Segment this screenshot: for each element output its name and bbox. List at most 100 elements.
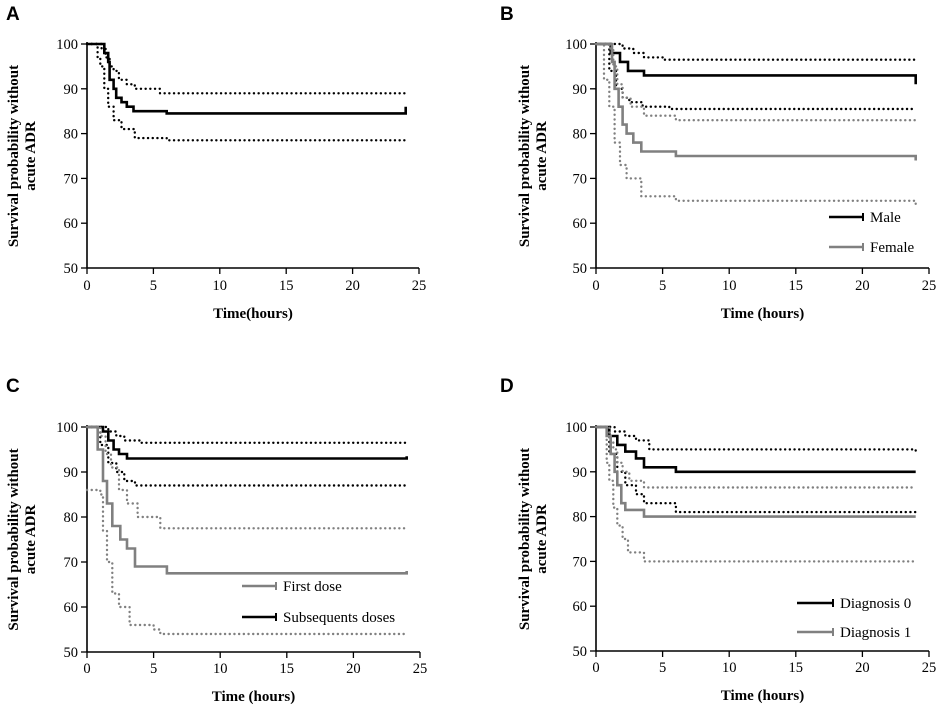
chart-c-x-tick-label: 10	[213, 661, 228, 677]
chart-b-series-male-upper-ci	[594, 42, 917, 61]
chart-d-y-axis-title-line: acute ADR	[534, 504, 550, 574]
chart-c-y-axis-title-line: acute ADR	[23, 505, 39, 575]
chart-d-y-axis-title-line: Survival probability without	[517, 448, 533, 630]
chart-a-series-overall	[87, 42, 407, 115]
chart-c-panel-letter: C	[6, 376, 20, 397]
chart-d-y-tick-label: 60	[573, 599, 588, 615]
chart-c-y-tick-label: 50	[64, 645, 79, 661]
chart-b-y-tick-label: 90	[573, 82, 588, 98]
chart-c-series-subsequents-doses-upper-ci	[85, 425, 408, 444]
chart-a-x-tick-label: 25	[412, 278, 427, 294]
chart-b-series-male	[596, 42, 917, 85]
chart-c-x-tick-label: 20	[346, 661, 361, 677]
chart-a-y-tick-label: 80	[64, 127, 79, 143]
chart-d-series-diagnosis-1	[596, 425, 916, 518]
chart-b-legend-label: Female	[870, 240, 914, 256]
chart-b-x-axis-title: Time (hours)	[721, 306, 804, 322]
chart-c-legend-label: First dose	[283, 579, 342, 595]
chart-d-x-tick-label: 25	[922, 660, 937, 676]
chart-c-series-first-dose-upper-ci	[85, 425, 408, 530]
chart-b-panel-letter: B	[500, 4, 514, 25]
chart-b-x-tick-label: 25	[922, 278, 937, 294]
chart-a-y-tick-label: 100	[56, 37, 78, 53]
chart-b-x-tick-label: 20	[855, 278, 870, 294]
chart-c-x-tick-label: 25	[413, 661, 428, 677]
chart-b-y-axis-title: Survival probability withoutacute ADR	[517, 65, 550, 247]
chart-c-y-axis-title: Survival probability withoutacute ADR	[6, 448, 39, 630]
chart-d-y-tick-label: 80	[573, 510, 588, 526]
chart-d-series-diagnosis-1-upper-ci	[594, 425, 917, 489]
chart-c-series-subsequents-doses-lower-ci	[85, 425, 408, 487]
chart-a-x-tick-label: 5	[150, 278, 157, 294]
chart-c-legend-label: Subsequents doses	[283, 610, 395, 626]
chart-c-y-tick-label: 100	[56, 420, 78, 436]
chart-d-x-tick-label: 5	[659, 660, 666, 676]
chart-a-y-axis-title-line: acute ADR	[23, 121, 39, 191]
chart-d-y-tick-label: 70	[573, 554, 588, 570]
chart-d-x-tick-label: 15	[789, 660, 804, 676]
chart-a-x-tick-label: 15	[279, 278, 294, 294]
chart-d-series-diagnosis-0-upper-ci	[594, 425, 917, 453]
chart-d: D 50 60 70 80 90 100 0 5 10 15 20 25 Time (hours) Surv…	[500, 376, 936, 704]
chart-b-y-tick-label: 50	[573, 261, 588, 277]
chart-d-panel-letter: D	[500, 376, 514, 397]
chart-b-series-female-lower-ci	[594, 42, 917, 207]
chart-c-y-tick-label: 80	[64, 510, 79, 526]
chart-b-x-tick-label: 10	[722, 278, 737, 294]
chart-c-x-tick-label: 0	[83, 661, 90, 677]
chart-d-x-tick-label: 0	[592, 660, 599, 676]
chart-b-y-tick-label: 70	[573, 171, 588, 187]
chart-a-y-tick-label: 60	[64, 216, 79, 232]
chart-c-y-tick-label: 70	[64, 555, 79, 571]
chart-d-legend: Diagnosis 0 Diagnosis 1	[797, 596, 911, 641]
chart-a-y-axis-title-line: Survival probability without	[6, 65, 22, 247]
chart-a-y-tick-label: 50	[64, 261, 79, 277]
chart-b-x-tick-label: 5	[659, 278, 666, 294]
chart-a-panel-letter: A	[6, 4, 20, 25]
chart-a: A 50 60 70 80 90 100 0 5 10 15 20 25 Time(hours) Survi…	[6, 4, 426, 322]
chart-a-x-tick-label: 0	[83, 278, 90, 294]
chart-b-y-tick-label: 60	[573, 216, 588, 232]
chart-a-y-tick-label: 90	[64, 82, 79, 98]
chart-d-y-axis-title: Survival probability withoutacute ADR	[517, 448, 550, 630]
chart-c-legend: First dose Subsequents doses	[242, 579, 395, 626]
chart-a-x-axis-title: Time(hours)	[213, 306, 293, 322]
chart-c-series-first-dose-lower-ci	[85, 488, 408, 636]
chart-d-series-diagnosis-1-lower-ci	[594, 425, 917, 563]
chart-a-x-tick-label: 20	[345, 278, 360, 294]
chart-d-series-diagnosis-0	[596, 425, 916, 474]
chart-a-series-overall-upper-ci	[85, 42, 407, 95]
chart-b-y-axis-title-line: Survival probability without	[517, 65, 533, 247]
chart-c-x-axis-title: Time (hours)	[212, 689, 295, 705]
chart-d-y-tick-label: 90	[573, 465, 588, 481]
chart-c-x-tick-label: 15	[280, 661, 295, 677]
chart-c-x-tick-label: 5	[150, 661, 157, 677]
chart-b: B 50 60 70 80 90 100 0 5 10 15 20 25 Time (hours) Surv…	[500, 4, 936, 322]
chart-c-y-axis-title-line: Survival probability without	[6, 448, 22, 630]
chart-b-series-female	[596, 42, 917, 161]
chart-d-x-tick-label: 10	[722, 660, 737, 676]
chart-a-series-overall-lower-ci	[85, 42, 407, 142]
chart-c: C 50 60 70 80 90 100 0 5 10 15 20 25 Time (hours) Surv…	[6, 376, 427, 705]
chart-a-y-tick-label: 70	[64, 171, 79, 187]
chart-b-y-tick-label: 100	[565, 37, 587, 53]
chart-b-x-tick-label: 15	[789, 278, 804, 294]
chart-d-x-tick-label: 20	[855, 660, 870, 676]
chart-b-y-axis-title-line: acute ADR	[534, 121, 550, 191]
chart-a-y-axis-title: Survival probability withoutacute ADR	[6, 65, 39, 247]
chart-b-y-tick-label: 80	[573, 127, 588, 143]
chart-b-x-tick-label: 0	[592, 278, 599, 294]
chart-d-y-tick-label: 50	[573, 644, 588, 660]
chart-d-legend-label: Diagnosis 0	[840, 596, 911, 612]
chart-d-legend-label: Diagnosis 1	[840, 625, 911, 641]
chart-c-y-tick-label: 60	[64, 600, 79, 616]
chart-a-x-tick-label: 10	[213, 278, 228, 294]
chart-d-x-axis-title: Time (hours)	[721, 688, 804, 704]
chart-c-series-first-dose	[87, 425, 408, 575]
chart-b-legend: Male Female	[829, 210, 914, 256]
chart-b-series-female-upper-ci	[594, 42, 917, 122]
chart-b-legend-label: Male	[870, 210, 901, 226]
chart-c-series-subsequents-doses	[87, 425, 408, 460]
chart-c-y-tick-label: 90	[64, 465, 79, 481]
